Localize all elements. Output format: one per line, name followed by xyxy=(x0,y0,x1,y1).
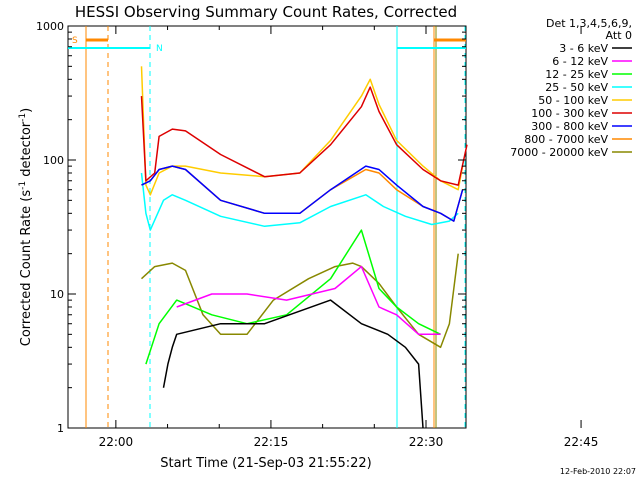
footer-timestamp: 12-Feb-2010 22:07 xyxy=(560,467,636,476)
x-tick-label: 22:30 xyxy=(409,435,444,449)
legend-header-line2: Att 0 xyxy=(606,29,632,42)
y-axis: 1 10 100 1000 xyxy=(36,20,466,435)
chart-title: HESSI Observing Summary Count Rates, Cor… xyxy=(75,3,457,21)
legend-label: 3 - 6 keV xyxy=(559,42,608,55)
legend-header-line1: Det 1,3,4,5,6,9, xyxy=(546,17,632,30)
legend-label: 7000 - 20000 keV xyxy=(510,146,608,159)
flag-label-n: N xyxy=(156,44,163,54)
legend-label: 800 - 7000 keV xyxy=(524,133,608,146)
y-tick-label: 100 xyxy=(43,154,64,167)
series-line-50-100-kev xyxy=(140,66,464,196)
legend-label: 12 - 25 keV xyxy=(545,68,608,81)
series-line-12-25-kev xyxy=(145,229,441,365)
series-line-3-6-kev xyxy=(162,299,424,429)
x-tick-label: 22:15 xyxy=(254,435,289,449)
legend-label: 25 - 50 keV xyxy=(545,81,608,94)
x-axis-label: Start Time (21-Sep-03 21:55:22) xyxy=(160,456,371,471)
series-line-6-12-kev xyxy=(176,265,441,336)
legend-label: 50 - 100 keV xyxy=(538,94,608,107)
legend-label: 100 - 300 keV xyxy=(531,107,608,120)
plot-frame xyxy=(67,25,467,429)
legend-label: 6 - 12 keV xyxy=(552,55,608,68)
y-axis-label-main: Corrected Count Rate (s xyxy=(19,190,34,347)
y-axis-label-sup2: -1 xyxy=(18,113,28,122)
legend-label: 300 - 800 keV xyxy=(531,120,608,133)
flag-bars: S N xyxy=(68,36,466,54)
x-tick-label: 22:45 xyxy=(564,435,599,449)
flag-label-s: S xyxy=(72,36,78,46)
y-tick-label: 1000 xyxy=(36,20,64,33)
series-line-100-300-kev xyxy=(140,86,468,186)
y-axis-label-end: ) xyxy=(19,108,34,113)
series-layer xyxy=(140,66,468,429)
y-axis-label-mid: detector xyxy=(19,121,34,181)
y-tick-label: 10 xyxy=(50,288,64,301)
y-tick-label: 1 xyxy=(57,422,64,435)
series-line-300-800-kev xyxy=(141,165,464,222)
x-tick-label: 22:00 xyxy=(99,435,134,449)
series-line-800-7000-kev xyxy=(141,165,464,222)
series-line-7000-20000-kev xyxy=(140,253,459,349)
y-axis-label-sup1: -1 xyxy=(18,181,28,190)
y-axis-label: Corrected Count Rate (s-1 detector-1) xyxy=(18,108,34,346)
series-line-25-50-kev xyxy=(140,172,459,231)
